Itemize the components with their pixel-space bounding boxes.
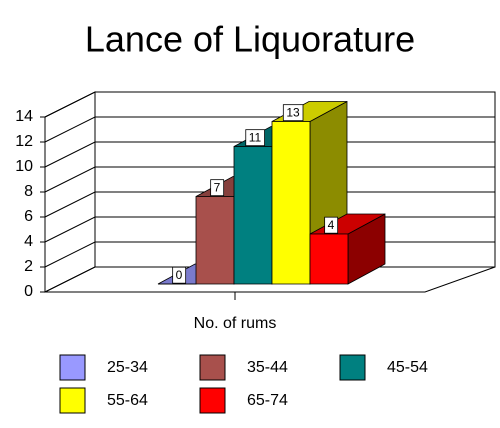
grid-line [44,91,495,118]
data-label: 7 [214,181,221,195]
y-tick-label: 2 [24,258,33,275]
bar-face [271,121,311,285]
bar-face [195,196,235,285]
legend-label: 35-44 [247,359,288,376]
y-tick-label: 6 [24,208,33,225]
legend-swatch [339,354,366,381]
data-label-box [282,104,304,122]
legend-swatch [199,387,226,414]
y-tick-label: 10 [15,158,33,175]
side-wall [44,91,96,293]
bar-face [233,146,273,285]
bar [309,213,386,285]
legend-label: 55-64 [107,392,148,409]
y-tick-label: 4 [24,233,33,250]
legend-swatch [59,354,86,381]
y-tick-label: 14 [15,108,33,125]
data-label: 4 [328,218,335,232]
x-tick-label: No. of rums [194,315,277,332]
y-tick-label: 12 [15,133,33,150]
bar-face [309,233,349,285]
y-tick-label: 0 [24,283,33,300]
grid-line [44,141,495,168]
data-label: 13 [286,106,300,120]
legend-label: 65-74 [247,392,288,409]
data-label-box [245,129,265,147]
legend-label: 45-54 [387,359,428,376]
y-tick-label: 8 [24,183,33,200]
data-label: 11 [249,131,262,145]
legend-swatch [59,387,86,414]
grid-line [44,116,495,143]
data-label-box [210,179,225,197]
grid-line [44,191,495,218]
data-label-box [172,266,187,284]
data-label: 0 [176,268,183,282]
legend-swatch [199,354,226,381]
legend-label: 25-34 [107,359,148,376]
chart-title: Lance of Liquorature [85,19,415,60]
data-label-box [324,216,339,234]
grid-line [44,166,495,193]
